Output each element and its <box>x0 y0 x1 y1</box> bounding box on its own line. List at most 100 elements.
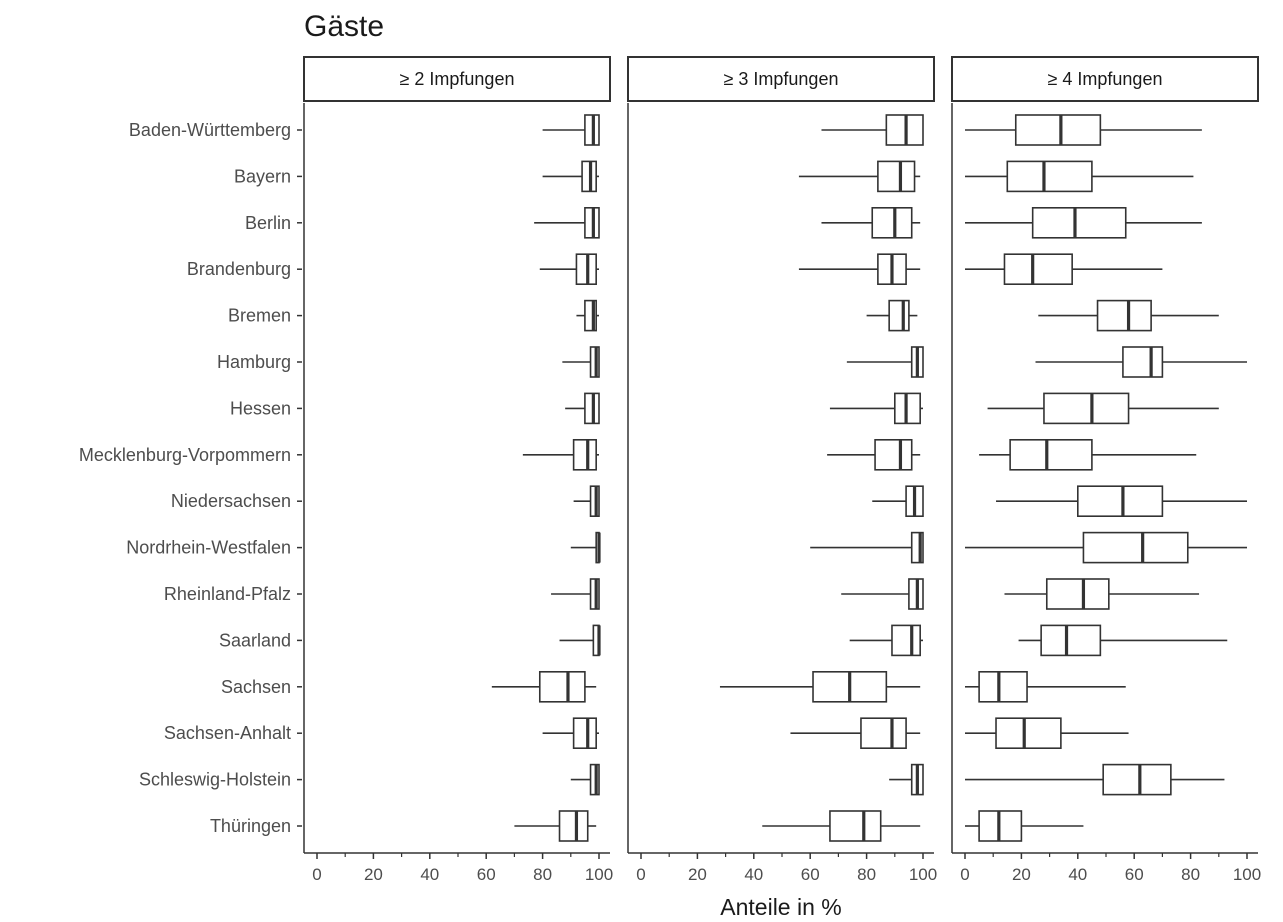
boxplot-mark <box>987 392 1219 425</box>
box-iqr <box>910 531 924 564</box>
boxplot-mark <box>841 578 924 610</box>
boxplot-mark <box>866 299 918 332</box>
boxplot-mark <box>790 717 921 750</box>
box-iqr <box>1102 763 1172 796</box>
row-label: Baden-Württemberg <box>129 120 291 140</box>
facet-strip-label: ≥ 2 Impfungen <box>400 69 515 89</box>
boxplot-mark <box>491 670 597 703</box>
boxplot-mark <box>996 485 1247 518</box>
box-iqr <box>888 299 910 332</box>
x-tick-label: 80 <box>533 865 552 884</box>
x-tick-label: 80 <box>857 865 876 884</box>
row-label: Nordrhein-Westfalen <box>126 538 291 558</box>
box-iqr <box>1096 299 1152 332</box>
boxplot-mark <box>827 438 921 471</box>
boxplot-mark <box>965 717 1129 750</box>
boxplot-mark <box>542 717 599 750</box>
boxplot-mark <box>846 346 924 378</box>
x-tick-label: 20 <box>364 865 383 884</box>
box-iqr <box>1040 624 1102 657</box>
box-iqr <box>1122 346 1164 378</box>
box-iqr <box>1031 207 1127 239</box>
boxplot-mark <box>889 763 924 796</box>
boxplot-mark <box>1038 299 1219 332</box>
row-labels: Baden-Württemberg Bayern Berlin Brandenburg… <box>79 120 302 836</box>
box-iqr <box>1077 485 1164 518</box>
x-tick-label: 20 <box>688 865 707 884</box>
boxplot-mark <box>821 114 924 146</box>
box-iqr <box>1009 438 1093 471</box>
boxplot-mark <box>979 438 1197 471</box>
box-iqr <box>538 670 586 703</box>
boxplot-mark <box>798 253 921 285</box>
boxplot-mark <box>821 207 921 239</box>
boxplot-mark <box>573 485 600 518</box>
box-iqr <box>1082 531 1189 564</box>
facet-strip-label: ≥ 4 Impfungen <box>1048 69 1163 89</box>
x-tick-label: 40 <box>744 865 763 884</box>
boxplot-mark <box>570 531 601 564</box>
x-tick-label: 20 <box>1012 865 1031 884</box>
x-axis-title: Anteile in % <box>720 894 841 920</box>
boxplot-mark <box>559 624 601 657</box>
facet-panel: ≥ 3 Impfungen 0 20 40 60 80 100 <box>627 56 937 884</box>
boxplot-mark <box>849 624 923 657</box>
x-tick-label: 40 <box>420 865 439 884</box>
boxplot-mark <box>542 160 599 193</box>
boxplot-mark <box>965 253 1163 285</box>
x-tick-label: 100 <box>1233 865 1261 884</box>
x-tick-label: 80 <box>1181 865 1200 884</box>
x-tick-label: 0 <box>960 865 969 884</box>
box-iqr <box>572 717 597 750</box>
boxplot-mark <box>562 346 600 378</box>
row-label: Niedersachsen <box>171 491 291 511</box>
box-iqr <box>1014 114 1102 146</box>
boxplot-mark <box>965 207 1202 239</box>
row-label: Brandenburg <box>187 259 291 279</box>
boxplot-mark <box>570 763 600 796</box>
box-iqr <box>871 207 913 239</box>
boxplot-mark <box>719 670 921 703</box>
row-label: Bremen <box>228 306 291 326</box>
facet-strip <box>627 56 935 102</box>
box-iqr <box>829 810 882 842</box>
box-iqr <box>558 810 589 842</box>
boxplot-mark <box>539 253 599 285</box>
x-tick-label: 60 <box>477 865 496 884</box>
box-iqr <box>860 717 907 750</box>
boxplot-mark <box>522 438 599 471</box>
boxplot-mark <box>810 531 924 564</box>
facet-panel: ≥ 4 Impfungen 0 20 40 60 80 100 <box>951 56 1261 884</box>
facet-strip <box>303 56 611 102</box>
box-iqr <box>1003 253 1073 285</box>
boxplot-mark <box>762 810 921 842</box>
row-label: Sachsen <box>221 677 291 697</box>
boxplot-mark <box>576 299 599 332</box>
row-label: Sachsen-Anhalt <box>164 723 291 743</box>
row-label: Rheinland-Pfalz <box>164 584 291 604</box>
x-tick-label: 0 <box>636 865 645 884</box>
row-label: Hessen <box>230 398 291 418</box>
row-label: Schleswig-Holstein <box>139 770 291 790</box>
row-label: Thüringen <box>210 816 291 836</box>
box-iqr <box>1043 392 1130 425</box>
facet-strip-label: ≥ 3 Impfungen <box>724 69 839 89</box>
panels: ≥ 2 Impfungen 0 20 40 60 80 100 ≥ 3 Impfungen 0 2… <box>303 56 1261 884</box>
x-tick-label: 0 <box>312 865 321 884</box>
facet-panel: ≥ 2 Impfungen 0 20 40 60 80 100 <box>303 56 613 884</box>
x-tick-label: 40 <box>1068 865 1087 884</box>
x-tick-label: 100 <box>585 865 613 884</box>
chart-title: Gäste <box>304 10 384 43</box>
boxplot-mark <box>965 670 1126 703</box>
box-iqr <box>877 160 916 193</box>
row-label: Mecklenburg-Vorpommern <box>79 445 291 465</box>
boxplot-mark <box>872 485 924 518</box>
boxplot-mark <box>534 207 600 239</box>
boxplot-mark <box>1018 624 1228 657</box>
x-tick-label: 60 <box>1125 865 1144 884</box>
box-iqr <box>891 624 921 657</box>
boxplot-mark <box>829 392 923 425</box>
box-iqr <box>572 438 597 471</box>
box-iqr <box>1006 160 1093 193</box>
boxplot-mark <box>551 578 600 610</box>
